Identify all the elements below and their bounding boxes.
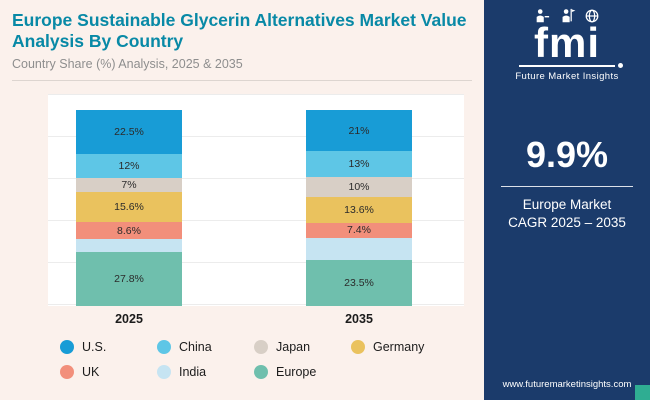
segment-uk-2035: 7.4% — [306, 223, 412, 238]
chart-legend: U.S. China Japan Germany UK India Europe — [60, 340, 474, 380]
legend-label: Germany — [373, 340, 425, 355]
chart-section: Europe Sustainable Glycerin Alternatives… — [0, 0, 484, 380]
legend-item-germany: Germany — [351, 340, 448, 355]
logo-underline — [519, 63, 623, 68]
legend-label: India — [179, 365, 207, 380]
brand-name: Future Market Insights — [515, 71, 619, 82]
segment-value-label: 12% — [118, 160, 140, 173]
legend-label: U.S. — [82, 340, 107, 355]
segment-value-label: 23.5% — [344, 277, 374, 290]
segment-value-label: 15.6% — [114, 200, 144, 213]
x-label-2025: 2025 — [115, 312, 143, 327]
chart-header: Europe Sustainable Glycerin Alternatives… — [0, 0, 484, 71]
stacked-bar-chart: 22.5% 12% 7% 15.6% 8.6% 27.8% 21% 13% 10% 13.6% 7.… — [48, 94, 464, 307]
segment-us-2035: 21% — [306, 110, 412, 152]
page-title: Europe Sustainable Glycerin Alternatives… — [12, 10, 467, 51]
segment-europe-2025: 27.8% — [76, 251, 182, 307]
chart-subtitle: Country Share (%) Analysis, 2025 & 2035 — [12, 57, 243, 72]
brand-sidebar: fmi Future Market Insights 9.9% Europe M… — [484, 0, 650, 400]
bar-2025: 22.5% 12% 7% 15.6% 8.6% 27.8% — [76, 110, 182, 307]
segment-india-2025 — [76, 239, 182, 252]
segment-value-label: 22.5% — [114, 126, 144, 139]
segment-germany-2025: 15.6% — [76, 191, 182, 223]
person-flag-icon — [562, 8, 576, 23]
legend-swatch — [157, 340, 171, 355]
legend-swatch — [351, 340, 365, 355]
segment-value-label: 13.6% — [344, 203, 374, 216]
segment-value-label: 13% — [348, 158, 370, 171]
segment-value-label: 8.6% — [117, 224, 141, 237]
legend-swatch — [60, 340, 74, 355]
person-desk-icon — [536, 9, 550, 23]
person-globe-icon — [585, 9, 599, 23]
segment-japan-2035: 10% — [306, 176, 412, 197]
fmi-logo: fmi Future Market Insights — [484, 0, 650, 82]
legend-swatch — [254, 340, 268, 355]
segment-uk-2025: 8.6% — [76, 222, 182, 240]
legend-label: Europe — [276, 365, 317, 380]
segment-europe-2035: 23.5% — [306, 260, 412, 307]
legend-item-india: India — [157, 365, 254, 380]
legend-label: UK — [82, 365, 100, 380]
segment-china-2025: 12% — [76, 154, 182, 178]
segment-value-label: 21% — [348, 124, 370, 137]
header-divider — [12, 80, 472, 82]
segment-germany-2035: 13.6% — [306, 196, 412, 224]
cagr-label-line1: Europe Market — [522, 197, 612, 212]
segment-value-label: 10% — [348, 180, 370, 193]
legend-item-japan: Japan — [254, 340, 351, 355]
legend-swatch — [60, 365, 74, 380]
accent-square — [635, 385, 650, 400]
cagr-label-line2: CAGR 2025 – 2035 — [508, 215, 626, 231]
segment-india-2035 — [306, 237, 412, 261]
legend-item-us: U.S. — [60, 340, 157, 355]
legend-label: China — [179, 340, 212, 355]
stat-divider — [501, 186, 633, 187]
segment-japan-2025: 7% — [76, 177, 182, 192]
segment-value-label: 27.8% — [114, 272, 144, 285]
logo-people-icons — [484, 8, 650, 24]
fmi-wordmark: fmi — [534, 19, 600, 66]
legend-swatch — [254, 365, 268, 380]
segment-value-label: 7.4% — [347, 224, 371, 237]
x-axis-labels: 2025 2035 — [48, 306, 464, 330]
cagr-value: 9.9% — [525, 134, 609, 175]
legend-item-china: China — [157, 340, 254, 355]
cagr-stat: 9.9% Europe Market CAGR 2025 – 2035 — [484, 134, 650, 232]
legend-item-uk: UK — [60, 365, 157, 380]
segment-china-2035: 13% — [306, 151, 412, 177]
x-label-2035: 2035 — [345, 312, 373, 327]
legend-swatch — [157, 365, 171, 380]
segment-us-2025: 22.5% — [76, 110, 182, 155]
legend-label: Japan — [276, 340, 311, 355]
cagr-label: Europe Market CAGR 2025 – 2035 — [484, 196, 650, 232]
bar-2035: 21% 13% 10% 13.6% 7.4% 23.5% — [306, 110, 412, 307]
website-url: www.futuremarketinsights.com — [502, 379, 632, 390]
legend-item-europe: Europe — [254, 365, 351, 380]
segment-value-label: 7% — [121, 178, 137, 191]
